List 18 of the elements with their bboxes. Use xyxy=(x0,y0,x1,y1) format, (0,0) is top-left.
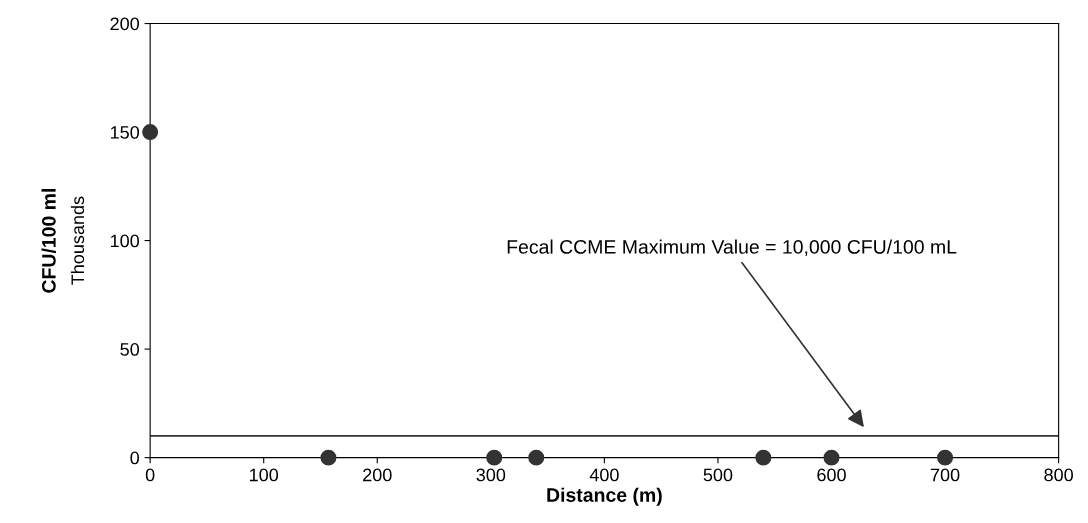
annotation: Fecal CCME Maximum Value = 10,000 CFU/100 mL xyxy=(507,239,957,257)
x-tick-label: 100 xyxy=(250,468,279,482)
x-tick-label: 600 xyxy=(817,468,846,482)
x-tick-label: 700 xyxy=(930,468,960,482)
y-tick-label: 100 xyxy=(110,234,140,248)
y-axis-title: CFU/100 ml xyxy=(41,189,56,293)
x-tick-label: 300 xyxy=(476,468,506,482)
y-tick-label: 200 xyxy=(110,17,140,31)
y-tick-label: 150 xyxy=(110,125,140,139)
x-tick-label: 0 xyxy=(145,468,155,482)
x-tick-label: 800 xyxy=(1044,468,1073,482)
x-tick-label: 500 xyxy=(703,468,733,482)
x-axis-title: Distance (m) xyxy=(547,487,662,506)
x-tick-label: 400 xyxy=(589,468,619,482)
y-tick-label: 0 xyxy=(130,451,140,465)
text: Thousands xyxy=(70,196,85,285)
x-tick-label: 200 xyxy=(363,468,392,482)
y-tick-label: 50 xyxy=(120,343,140,356)
